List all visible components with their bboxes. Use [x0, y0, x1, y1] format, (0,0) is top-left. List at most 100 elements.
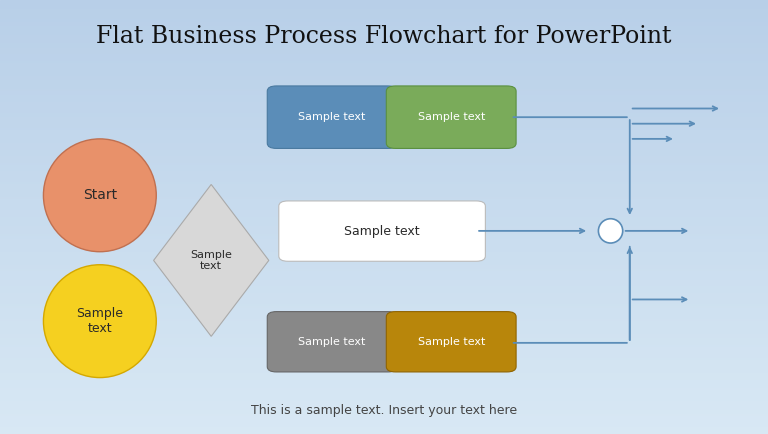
Bar — [0, 269, 768, 271]
Bar — [0, 326, 768, 328]
Bar — [0, 404, 768, 406]
Bar — [0, 217, 768, 219]
Bar — [0, 39, 768, 41]
Bar — [0, 289, 768, 291]
Bar — [0, 104, 768, 106]
Bar — [0, 37, 768, 39]
Bar — [0, 282, 768, 284]
Bar — [0, 141, 768, 143]
Bar — [0, 167, 768, 169]
Bar — [0, 20, 768, 22]
Bar — [0, 143, 768, 145]
Bar — [0, 17, 768, 20]
Bar — [0, 195, 768, 197]
Bar — [0, 250, 768, 252]
Bar — [0, 312, 768, 315]
Bar — [0, 399, 768, 401]
Bar — [0, 293, 768, 295]
Bar — [0, 176, 768, 178]
Bar — [0, 345, 768, 347]
Bar — [0, 52, 768, 54]
Bar — [0, 302, 768, 304]
Bar — [0, 267, 768, 269]
Text: This is a sample text. Insert your text here: This is a sample text. Insert your text … — [251, 404, 517, 417]
Bar — [0, 278, 768, 280]
Bar — [0, 421, 768, 423]
Bar — [0, 334, 768, 336]
Bar — [0, 80, 768, 82]
Bar — [0, 30, 768, 33]
Bar — [0, 349, 768, 352]
Bar — [0, 299, 768, 302]
Bar — [0, 85, 768, 87]
Bar — [0, 362, 768, 365]
Bar — [0, 369, 768, 371]
Bar — [0, 254, 768, 256]
Bar — [0, 341, 768, 343]
Bar — [0, 169, 768, 171]
Bar — [0, 410, 768, 412]
Bar — [0, 273, 768, 276]
Bar — [0, 373, 768, 375]
Ellipse shape — [44, 139, 156, 252]
Bar — [0, 339, 768, 341]
Bar — [0, 137, 768, 139]
Bar — [0, 393, 768, 395]
Bar — [0, 406, 768, 408]
Bar — [0, 28, 768, 30]
Bar — [0, 65, 768, 67]
Bar — [0, 148, 768, 150]
Bar — [0, 178, 768, 180]
Ellipse shape — [44, 265, 156, 378]
Bar — [0, 200, 768, 202]
Bar — [0, 115, 768, 117]
Bar — [0, 22, 768, 24]
Bar — [0, 43, 768, 46]
Bar — [0, 95, 768, 98]
Bar — [0, 69, 768, 72]
Bar — [0, 252, 768, 254]
Bar — [0, 280, 768, 282]
Bar — [0, 330, 768, 332]
Bar — [0, 135, 768, 137]
Bar — [0, 128, 768, 130]
Text: Sample text: Sample text — [299, 112, 366, 122]
Bar — [0, 419, 768, 421]
Bar — [0, 206, 768, 208]
Bar — [0, 247, 768, 250]
Bar — [0, 408, 768, 410]
Bar — [0, 154, 768, 156]
Bar — [0, 139, 768, 141]
Bar — [0, 56, 768, 59]
Bar — [0, 13, 768, 15]
Bar — [0, 7, 768, 9]
Bar — [0, 174, 768, 176]
Bar — [0, 132, 768, 135]
Bar — [0, 427, 768, 430]
Bar — [0, 328, 768, 330]
Bar — [0, 204, 768, 206]
Bar — [0, 102, 768, 104]
Bar — [0, 2, 768, 4]
Bar — [0, 0, 768, 2]
Bar — [0, 82, 768, 85]
Bar — [0, 182, 768, 184]
Bar — [0, 224, 768, 226]
Bar — [0, 239, 768, 241]
Bar — [0, 306, 768, 308]
Bar — [0, 323, 768, 326]
Bar — [0, 208, 768, 210]
Bar — [0, 117, 768, 119]
Bar — [0, 237, 768, 239]
Bar — [0, 423, 768, 425]
Bar — [0, 412, 768, 414]
Bar — [0, 386, 768, 388]
Bar — [0, 284, 768, 286]
Bar — [0, 74, 768, 76]
Bar — [0, 35, 768, 37]
Bar — [0, 352, 768, 354]
Bar — [0, 258, 768, 260]
Bar — [0, 108, 768, 111]
Bar — [0, 67, 768, 69]
Polygon shape — [154, 184, 269, 336]
